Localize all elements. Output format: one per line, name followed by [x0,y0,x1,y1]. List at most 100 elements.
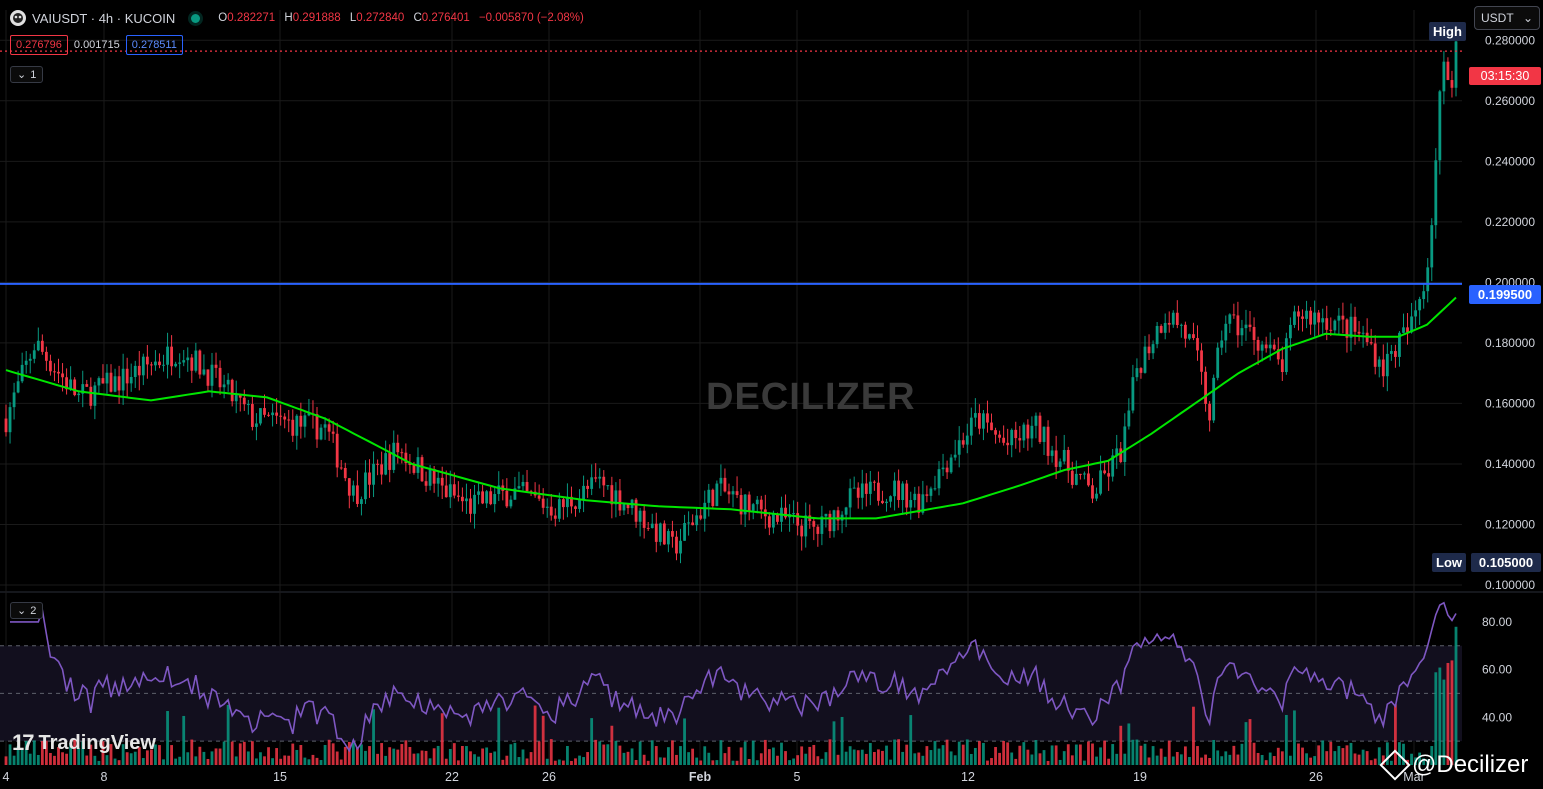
volume-bar [727,746,731,765]
chevron-down-icon: ⌄ [1522,11,1533,25]
volume-bar [796,755,800,765]
candle-body [792,513,796,515]
volume-bar [1357,754,1361,765]
candle-body [864,483,868,494]
sell-button[interactable]: 0.276796 [10,35,68,55]
volume-bar [69,742,73,765]
volume-bar [739,747,743,765]
candle-body [129,376,133,384]
volume-bar [561,760,565,765]
rsi-pane-toggle[interactable]: ⌄ 2 [10,602,44,619]
price-tick-label: 0.140000 [1485,457,1535,471]
candle-body [852,487,856,489]
volume-bar [335,751,339,765]
volume-bar [1183,746,1187,765]
candle-body [1341,315,1345,320]
currency-unit-select[interactable]: USDT ⌄ [1474,6,1540,30]
candle-body [44,351,48,361]
candle-body [1103,470,1107,474]
volume-bar [1454,626,1458,765]
volume-bar [642,754,646,765]
candle-body [1244,324,1248,329]
volume-bar [1422,758,1426,765]
candle-body [957,440,961,455]
volume-bar [1224,751,1228,765]
candle-body [1010,429,1014,446]
volume-bar [186,752,190,765]
change-value: −0.005870 (−2.08%) [478,12,584,24]
volume-bar [881,750,884,765]
volume-bar [949,751,953,765]
candle-body [905,483,909,508]
buy-button[interactable]: 0.278511 [125,35,183,55]
volume-bar [816,756,820,765]
volume-bar [1167,740,1171,765]
candle-body [804,515,808,537]
candle-body [279,415,283,417]
volume-bar [1268,752,1272,765]
candle-body [739,495,743,515]
candle-body [691,522,695,526]
candle-body [901,483,905,500]
main-pane-toggle[interactable]: ⌄ 1 [10,66,44,83]
candle-body [291,419,295,436]
candle-body [145,356,149,365]
candle-body [194,350,198,371]
candle-body [1349,316,1353,338]
hline-price-badge[interactable]: 0.199500 [1469,285,1541,304]
price-tick-label: 0.240000 [1485,154,1535,168]
market-status-icon[interactable] [191,13,201,23]
volume-bar [973,747,977,765]
volume-bar [1006,742,1010,765]
volume-bar [909,715,913,765]
volume-bar [763,739,767,765]
volume-bar [1434,672,1438,765]
candle-body [1212,377,1216,421]
low-value: 0.272840 [356,12,405,24]
volume-bar [198,746,202,765]
volume-bar [626,751,630,765]
candle-body [1208,403,1212,421]
candle-body [1309,310,1312,325]
candle-body [412,465,416,473]
candle-body [1430,225,1434,268]
candle-body [1083,473,1086,475]
symbol-title[interactable]: VAIUSDT · 4h · KUCOIN [32,10,176,26]
tradingview-logo[interactable]: 17 TradingView [12,730,156,756]
volume-bar [788,760,791,765]
rsi-tick-label: 40.00 [1482,710,1512,724]
candle-body [1139,368,1143,373]
volume-bar [1083,760,1086,765]
volume-bar [650,740,654,765]
candle-body [1442,61,1446,92]
candle-body [469,498,472,514]
volume-bar [606,744,610,765]
candle-body [848,488,852,508]
candle-body [1143,346,1147,373]
volume-bar [767,749,771,765]
candle-body [662,523,666,545]
volume-bar [759,753,763,765]
volume-bar [473,754,476,765]
candle-body [1123,426,1127,463]
candle-body [206,369,210,386]
candle-body [1373,343,1377,367]
candle-body [392,442,396,470]
volume-bar [1087,741,1090,765]
candle-body [719,477,723,484]
volume-bar [315,757,319,765]
candle-body [1111,455,1115,477]
volume-bar [1062,751,1066,765]
volume-bar [1430,746,1434,765]
volume-bar [1030,754,1034,765]
volume-bar [250,741,254,765]
candle-body [493,494,497,505]
candle-body [586,485,590,489]
candle-body [1066,449,1070,471]
candle-body [69,379,73,390]
candle-body [1155,325,1159,345]
candle-body [246,404,250,406]
candle-body [408,463,412,466]
volume-bar [1155,755,1159,765]
